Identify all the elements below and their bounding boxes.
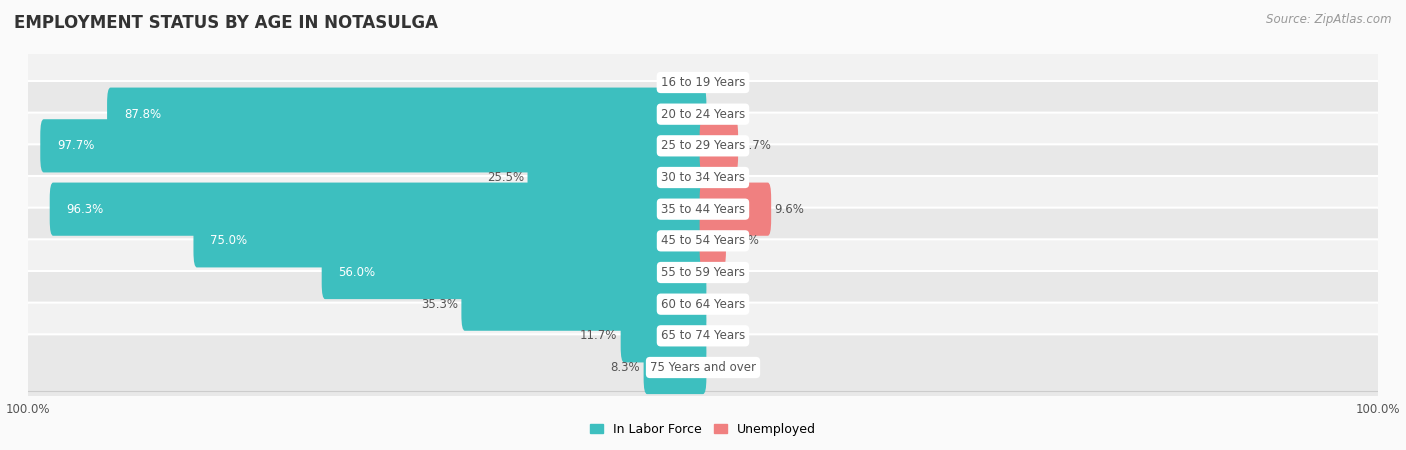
FancyBboxPatch shape (27, 271, 1379, 338)
FancyBboxPatch shape (107, 88, 706, 141)
Text: 0.0%: 0.0% (710, 361, 740, 374)
Text: 87.8%: 87.8% (124, 108, 162, 121)
Text: 2.9%: 2.9% (730, 234, 759, 248)
Text: 55 to 59 Years: 55 to 59 Years (661, 266, 745, 279)
Text: 11.7%: 11.7% (579, 329, 617, 342)
Text: 0.0%: 0.0% (710, 329, 740, 342)
Text: EMPLOYMENT STATUS BY AGE IN NOTASULGA: EMPLOYMENT STATUS BY AGE IN NOTASULGA (14, 14, 439, 32)
FancyBboxPatch shape (527, 151, 706, 204)
FancyBboxPatch shape (27, 50, 1379, 116)
Text: 9.6%: 9.6% (775, 202, 804, 216)
FancyBboxPatch shape (27, 81, 1379, 147)
Text: 45 to 54 Years: 45 to 54 Years (661, 234, 745, 248)
Text: Source: ZipAtlas.com: Source: ZipAtlas.com (1267, 14, 1392, 27)
FancyBboxPatch shape (322, 246, 706, 299)
Text: 75 Years and over: 75 Years and over (650, 361, 756, 374)
Text: 97.7%: 97.7% (58, 140, 94, 153)
FancyBboxPatch shape (27, 207, 1379, 274)
Text: 96.3%: 96.3% (66, 202, 104, 216)
Text: 56.0%: 56.0% (339, 266, 375, 279)
Text: 30 to 34 Years: 30 to 34 Years (661, 171, 745, 184)
FancyBboxPatch shape (194, 214, 706, 267)
Legend: In Labor Force, Unemployed: In Labor Force, Unemployed (585, 418, 821, 441)
FancyBboxPatch shape (27, 239, 1379, 306)
FancyBboxPatch shape (644, 341, 706, 394)
FancyBboxPatch shape (27, 334, 1379, 400)
Text: 25.5%: 25.5% (486, 171, 524, 184)
Text: 60 to 64 Years: 60 to 64 Years (661, 297, 745, 310)
Text: 65 to 74 Years: 65 to 74 Years (661, 329, 745, 342)
FancyBboxPatch shape (700, 183, 770, 236)
FancyBboxPatch shape (27, 144, 1379, 211)
Text: 0.0%: 0.0% (710, 297, 740, 310)
FancyBboxPatch shape (700, 214, 725, 267)
FancyBboxPatch shape (27, 112, 1379, 179)
FancyBboxPatch shape (41, 119, 706, 172)
Text: 0.0%: 0.0% (710, 76, 740, 89)
Text: 20 to 24 Years: 20 to 24 Years (661, 108, 745, 121)
FancyBboxPatch shape (49, 183, 706, 236)
Text: 0.0%: 0.0% (710, 171, 740, 184)
Text: 75.0%: 75.0% (211, 234, 247, 248)
FancyBboxPatch shape (700, 119, 738, 172)
Text: 35.3%: 35.3% (420, 297, 458, 310)
Text: 8.3%: 8.3% (610, 361, 640, 374)
Text: 35 to 44 Years: 35 to 44 Years (661, 202, 745, 216)
FancyBboxPatch shape (620, 309, 706, 362)
FancyBboxPatch shape (27, 176, 1379, 243)
Text: 16 to 19 Years: 16 to 19 Years (661, 76, 745, 89)
Text: 0.0%: 0.0% (710, 266, 740, 279)
Text: 0.0%: 0.0% (710, 108, 740, 121)
Text: 25 to 29 Years: 25 to 29 Years (661, 140, 745, 153)
FancyBboxPatch shape (27, 303, 1379, 369)
FancyBboxPatch shape (461, 278, 706, 331)
Text: 4.7%: 4.7% (741, 140, 772, 153)
Text: 0.0%: 0.0% (666, 76, 696, 89)
